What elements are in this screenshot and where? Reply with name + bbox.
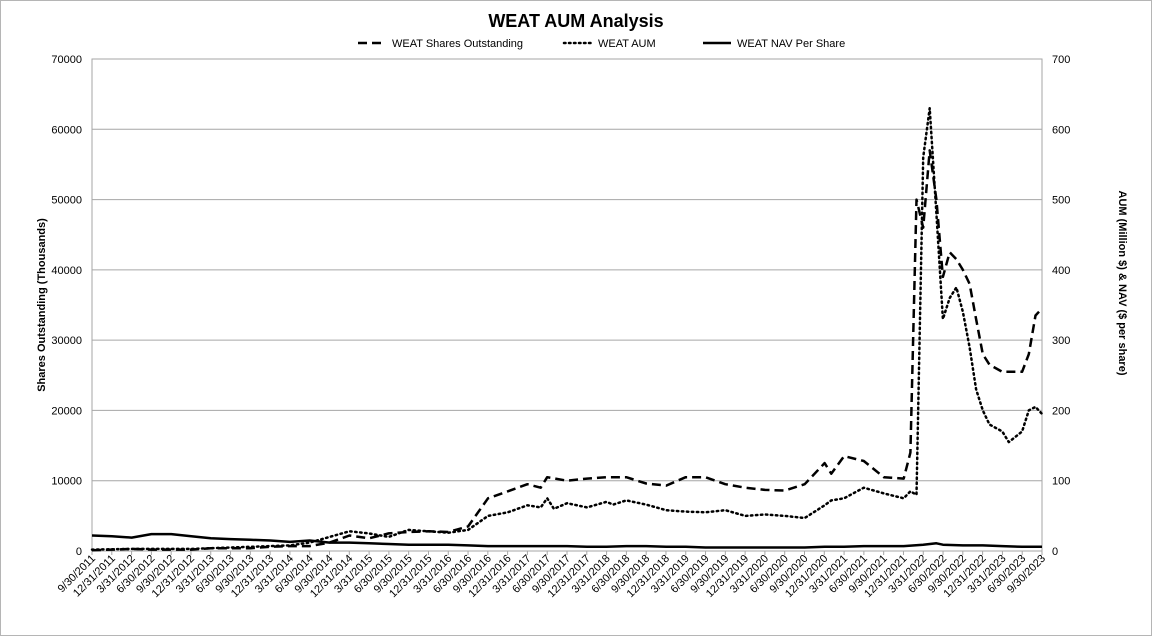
right-tick-label: 400 <box>1052 265 1070 277</box>
right-tick-label: 200 <box>1052 405 1070 417</box>
left-tick-label: 30000 <box>51 335 82 347</box>
x-axis-tick-labels: 9/30/201112/31/20113/31/20126/30/20129/3… <box>56 551 1048 600</box>
series-line-weat-nav-per-share <box>91 532 1042 549</box>
legend-label-aum: WEAT AUM <box>598 38 656 50</box>
left-tick-label: 60000 <box>51 124 82 136</box>
left-axis-tick-labels: 0 10000 20000 30000 40000 50000 60000 70000 <box>51 54 82 558</box>
series-line-weat-aum <box>90 106 1044 551</box>
left-tick-label: 10000 <box>51 476 82 488</box>
legend-label-shares: WEAT Shares Outstanding <box>392 38 523 50</box>
left-tick-label: 40000 <box>51 265 82 277</box>
right-axis-label: AUM (Million $) & NAV ($ per share) <box>1116 191 1128 376</box>
right-tick-label: 300 <box>1052 335 1070 347</box>
chart-title: WEAT AUM Analysis <box>488 11 663 31</box>
right-tick-label: 600 <box>1052 124 1070 136</box>
right-tick-label: 700 <box>1052 54 1070 66</box>
right-tick-label: 500 <box>1052 195 1070 207</box>
right-tick-label: 0 <box>1052 546 1058 558</box>
right-tick-label: 100 <box>1052 476 1070 488</box>
series-line-weat-shares-outstanding <box>91 149 1043 552</box>
left-tick-label: 50000 <box>51 195 82 207</box>
legend-label-nav: WEAT NAV Per Share <box>737 38 845 50</box>
left-axis-label: Shares Outstanding (Thousands) <box>36 218 48 392</box>
left-tick-label: 70000 <box>51 54 82 66</box>
left-tick-label: 0 <box>76 546 82 558</box>
right-axis-tick-labels: 0 100 200 300 400 500 600 700 <box>1052 54 1070 558</box>
legend: WEAT Shares Outstanding WEAT AUM WEAT NA… <box>358 38 845 50</box>
series-layer <box>90 106 1044 552</box>
gridlines <box>92 128 1042 482</box>
left-tick-label: 20000 <box>51 405 82 417</box>
